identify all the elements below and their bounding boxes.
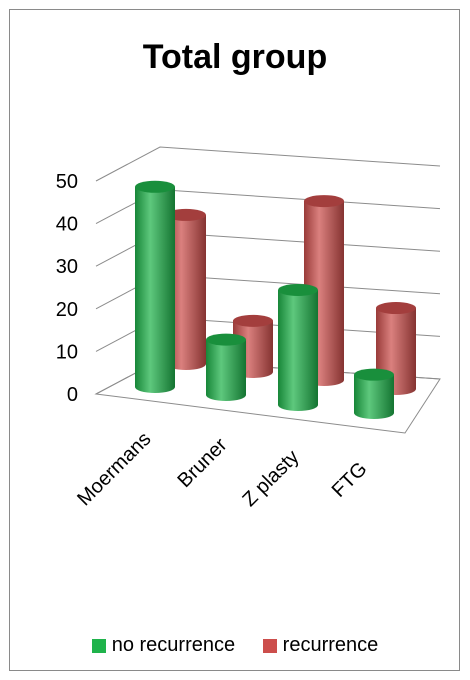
bar-recurrence-top — [304, 195, 344, 208]
y-tick-label: 40 — [56, 214, 78, 236]
bar-no-recurrence-top — [354, 368, 394, 381]
y-tick-label: 20 — [56, 299, 78, 321]
y-tick-label: 30 — [56, 256, 78, 278]
legend-label-recurrence: recurrence — [282, 634, 379, 656]
bar-no-recurrence-top — [135, 180, 175, 193]
bar-no-recurrence — [135, 186, 175, 393]
bar-no-recurrence-top — [206, 333, 246, 346]
legend-item-no-recurrence: no recurrence — [91, 634, 236, 657]
legend-swatch-recurrence — [262, 638, 277, 653]
legend-item-recurrence: recurrence — [262, 634, 379, 657]
legend-swatch-no-recurrence — [91, 638, 106, 653]
x-tick-label: Z plasty — [238, 446, 303, 511]
legend: no recurrence recurrence — [0, 634, 470, 659]
bar-recurrence-top — [233, 314, 273, 327]
bar-no-recurrence — [354, 374, 394, 419]
bar-recurrence — [166, 214, 206, 370]
x-tick-label: FTG — [328, 458, 372, 502]
bar-recurrence-top — [376, 302, 416, 315]
bar-recurrence-top — [166, 208, 206, 221]
bar-no-recurrence — [206, 339, 246, 401]
chart-title: Total group — [142, 38, 328, 76]
y-tick-label: 0 — [67, 384, 78, 406]
bar-no-recurrence — [278, 289, 318, 411]
legend-label-no-recurrence: no recurrence — [111, 634, 236, 656]
x-tick-label: Bruner — [174, 434, 232, 492]
y-tick-label: 50 — [56, 171, 78, 193]
y-tick-label: 10 — [56, 341, 78, 363]
bar-no-recurrence-top — [278, 283, 318, 296]
x-tick-label: Moermans — [73, 428, 155, 510]
gridline-50 — [95, 146, 441, 182]
